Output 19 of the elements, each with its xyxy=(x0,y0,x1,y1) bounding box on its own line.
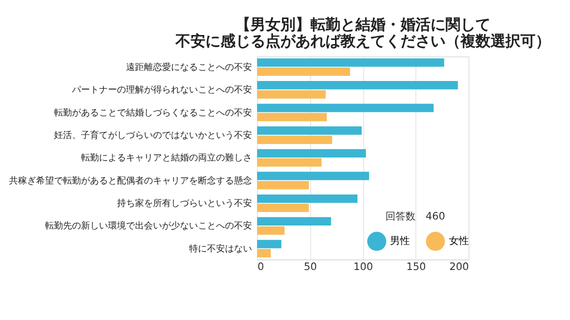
annotation: 回答数 460 xyxy=(386,210,446,222)
y-tick-label: 妊活、子育てがしづらいのではないかという不安 xyxy=(54,130,252,141)
x-tick-label: 50 xyxy=(304,261,317,274)
y-tick-label: 特に不安はない xyxy=(188,243,252,254)
y-tick-label: 転勤によるキャリアと結婚の両立の難しさ xyxy=(80,152,252,164)
text: 不安に感じる点があれば教えてください（複数選択可） xyxy=(175,32,550,50)
x-tick-label: 150 xyxy=(406,261,426,274)
x-tick-label: 0 xyxy=(258,261,264,274)
legend-label: 女性 xyxy=(448,235,469,248)
y-tick-label: 転勤があることで結婚しづらくなることへの不安 xyxy=(54,107,252,118)
y-tick-label: 遠距離恋愛になることへの不安 xyxy=(126,62,252,73)
y-tick-label: 持ち家を所有しづらいという不安 xyxy=(116,198,252,210)
x-tick-label: 100 xyxy=(353,261,374,274)
y-tick-label: 共稼ぎ希望で転勤があると配偶者のキャリアを断念する懸念 xyxy=(8,175,252,186)
x-tick-label: 200 xyxy=(449,261,469,274)
y-tick-label: パートナーの理解が得られないことへの不安 xyxy=(70,84,252,96)
y-tick-label: 転勤先の新しい環境で出会いが少ないことへの不安 xyxy=(44,220,252,232)
legend-label: 男性 xyxy=(390,235,410,248)
text: 【男女別】転勤と結婚・婚活に関して xyxy=(235,15,490,34)
